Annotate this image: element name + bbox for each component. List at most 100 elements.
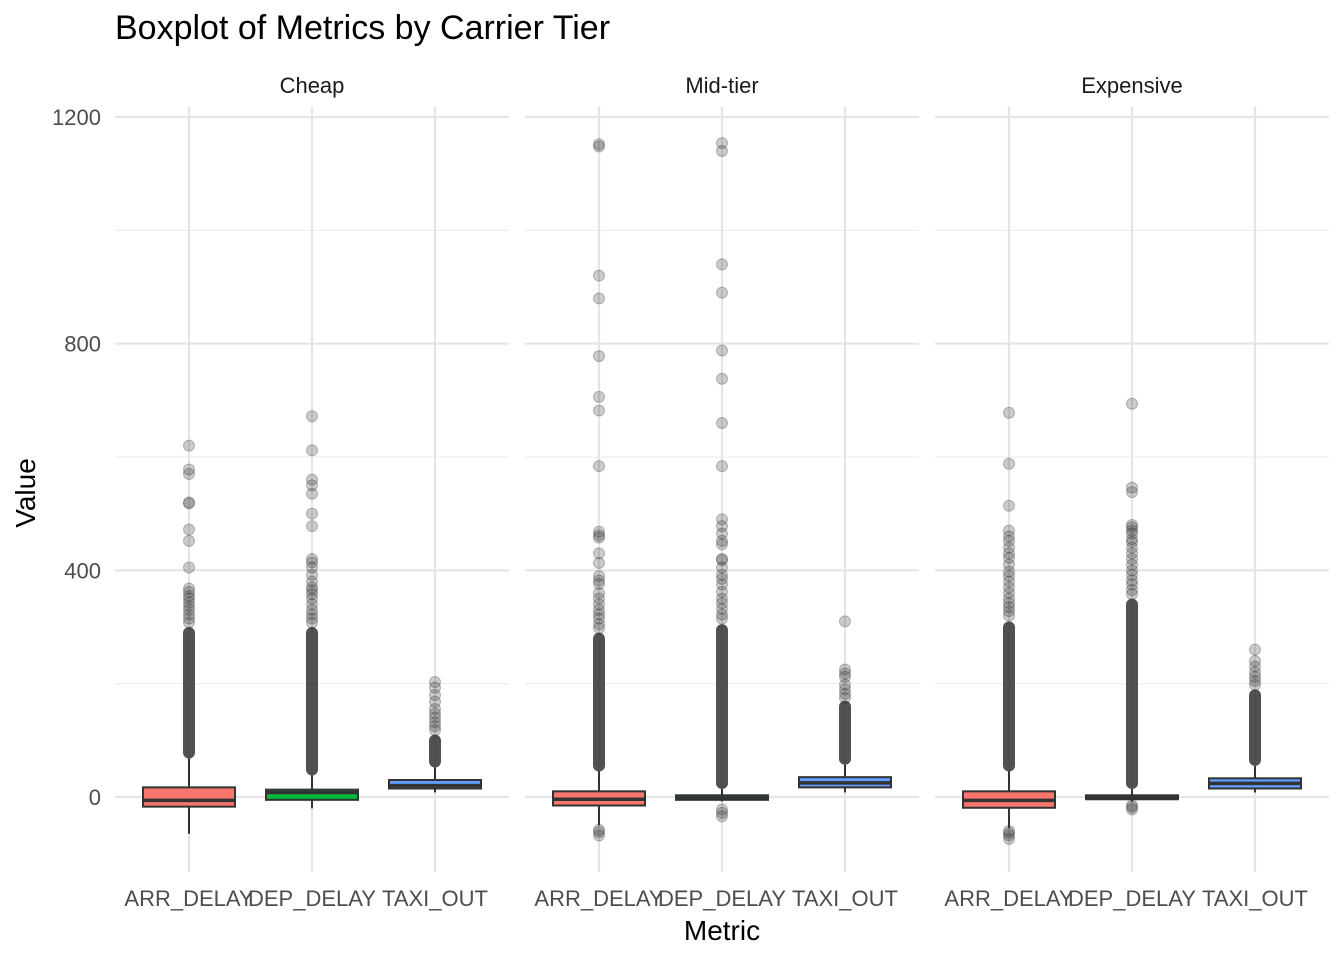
outlier-cluster: [1249, 689, 1261, 766]
outlier-cluster: [593, 632, 605, 772]
outlier-point: [593, 525, 605, 538]
outlier-point: [716, 572, 728, 585]
outlier-point: [183, 592, 195, 605]
outlier-point: [1126, 564, 1138, 577]
outlier-point: [306, 553, 318, 565]
outlier-point: [593, 574, 605, 587]
outlier-point: [183, 585, 195, 598]
outlier-point: [593, 618, 605, 631]
outlier-point: [593, 138, 605, 151]
outlier-point: [839, 663, 851, 676]
outlier-point: [716, 561, 728, 574]
box-dep-delay: [265, 410, 359, 809]
y-axis-title: Value: [10, 458, 41, 528]
outlier-point: [1126, 803, 1138, 816]
outlier-point: [593, 292, 605, 305]
outlier-point: [1003, 547, 1015, 560]
outlier-point: [1003, 592, 1015, 605]
outlier-point: [716, 286, 728, 299]
outlier-point: [1249, 666, 1261, 679]
outlier-point: [593, 140, 605, 153]
outlier-point: [1126, 547, 1138, 560]
outlier-point: [593, 547, 605, 560]
outlier-point: [1003, 558, 1015, 571]
outlier-cluster: [183, 627, 195, 759]
outlier-point: [1126, 558, 1138, 571]
outlier-point: [306, 575, 318, 588]
outlier-point: [183, 468, 195, 480]
outlier-cluster: [1126, 598, 1138, 790]
outlier-point: [306, 616, 318, 629]
outlier-point: [1126, 584, 1138, 597]
outlier-point: [1003, 541, 1015, 554]
outlier-point: [593, 460, 605, 473]
outlier-point: [716, 597, 728, 610]
y-tick-label: 400: [64, 558, 101, 583]
outlier-point: [593, 598, 605, 611]
outlier-point: [183, 523, 195, 536]
outlier-point: [306, 608, 318, 621]
box-taxi-out: [388, 675, 482, 793]
outlier-point: [1126, 541, 1138, 554]
box-arr-delay: [142, 439, 236, 834]
outlier-point: [593, 577, 605, 590]
outlier-point: [1249, 643, 1261, 656]
outlier-point: [593, 570, 605, 582]
outlier-point: [183, 608, 195, 621]
outlier-point: [429, 720, 441, 733]
box-body: [265, 788, 359, 801]
box-taxi-out: [798, 615, 892, 793]
outlier-point: [183, 582, 195, 595]
outlier-point: [716, 534, 728, 547]
outlier-point: [183, 439, 195, 452]
box-dep-delay: [1085, 397, 1179, 816]
box-arr-delay: [552, 138, 646, 842]
outlier-point: [1126, 568, 1138, 581]
outlier-point: [306, 584, 318, 597]
outlier-point: [716, 592, 728, 605]
outlier-point: [1126, 486, 1138, 499]
facet-label: Cheap: [280, 73, 345, 98]
outlier-point: [1003, 530, 1015, 543]
outlier-point: [183, 616, 195, 629]
outlier-point: [306, 556, 318, 569]
box-taxi-out: [1208, 643, 1302, 793]
outlier-point: [1249, 674, 1261, 687]
outlier-cluster: [306, 627, 318, 776]
outlier-point: [306, 561, 318, 574]
box-dep-delay: [675, 137, 769, 823]
outlier-point: [839, 687, 851, 700]
y-tick-label: 0: [89, 785, 101, 810]
outlier-point: [1003, 457, 1015, 470]
outlier-point: [1249, 655, 1261, 667]
outlier-point: [183, 534, 195, 547]
outlier-point: [839, 683, 851, 696]
outlier-point: [1126, 521, 1138, 534]
outlier-point: [429, 711, 441, 724]
x-tick-label: TAXI_OUT: [1202, 886, 1308, 911]
outlier-point: [716, 810, 728, 823]
outlier-point: [593, 269, 605, 282]
outlier-point: [593, 587, 605, 599]
outlier-point: [716, 585, 728, 598]
outlier-point: [1126, 481, 1138, 494]
outlier-point: [1003, 551, 1015, 564]
outlier-point: [1003, 570, 1015, 582]
outlier-point: [1003, 597, 1015, 610]
outlier-point: [716, 554, 728, 567]
outlier-point: [183, 600, 195, 613]
outlier-point: [716, 344, 728, 357]
outlier-point: [1003, 609, 1015, 622]
outlier-point: [593, 829, 605, 842]
outlier-point: [306, 520, 318, 533]
outlier-point: [1249, 670, 1261, 683]
outlier-point: [716, 372, 728, 385]
x-tick-label: TAXI_OUT: [792, 886, 898, 911]
outlier-point: [183, 604, 195, 616]
outlier-point: [593, 622, 605, 635]
outlier-point: [306, 473, 318, 486]
facet-label: Expensive: [1081, 73, 1183, 98]
box-body: [142, 786, 236, 808]
